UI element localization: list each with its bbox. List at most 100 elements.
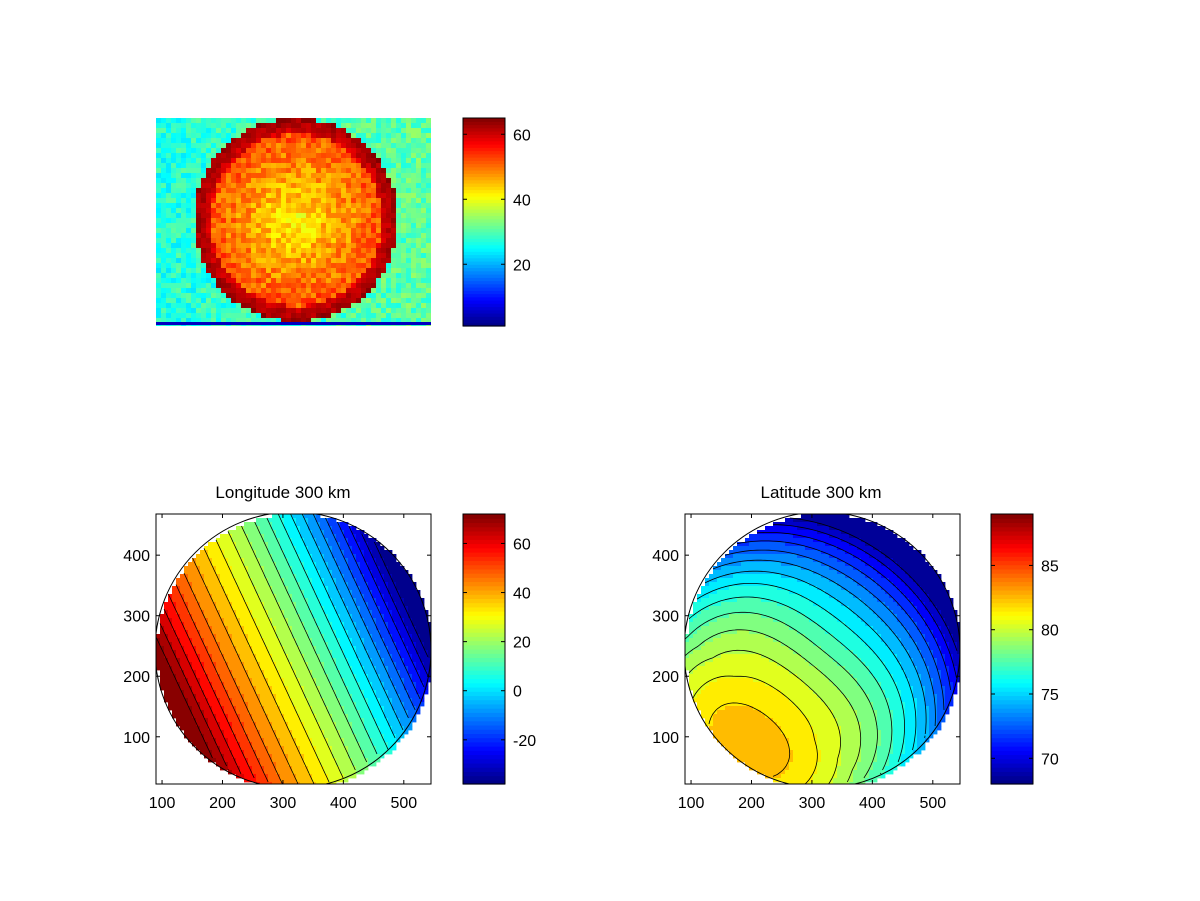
image-pixel (251, 258, 257, 264)
contour-fill-cell (376, 582, 381, 587)
contour-fill-cell (192, 626, 197, 631)
contour-fill-cell (196, 666, 201, 671)
contour-fill-cell (200, 554, 205, 559)
image-pixel (376, 318, 382, 324)
image-pixel (401, 153, 407, 159)
contour-fill-cell (232, 658, 237, 663)
image-pixel (241, 158, 247, 164)
image-pixel (331, 198, 337, 204)
image-pixel (216, 278, 222, 284)
image-pixel (251, 303, 257, 309)
contour-fill-cell (300, 554, 305, 559)
image-pixel (186, 208, 192, 214)
contour-fill-cell (196, 658, 201, 663)
contour-fill-cell (212, 618, 217, 623)
image-pixel (391, 228, 397, 234)
image-pixel (211, 173, 217, 179)
contour-fill-cell (276, 582, 281, 587)
image-pixel (191, 283, 197, 289)
image-pixel (161, 178, 167, 184)
contour-fill-cell (328, 518, 333, 523)
image-pixel (391, 198, 397, 204)
image-pixel (326, 283, 332, 289)
contour-fill-cell (348, 618, 353, 623)
image-pixel (361, 173, 367, 179)
contour-fill-cell (316, 574, 321, 579)
image-pixel (391, 243, 397, 249)
image-pixel (366, 293, 372, 299)
image-pixel (311, 143, 317, 149)
contour-fill-cell (196, 578, 201, 583)
image-pixel (236, 308, 242, 314)
contour-fill-cell (196, 574, 201, 579)
image-pixel (221, 243, 227, 249)
contour-fill-cell (356, 578, 361, 583)
contour-fill-cell (320, 522, 325, 527)
contour-fill-cell (344, 662, 349, 667)
contour-fill-cell (228, 630, 233, 635)
image-pixel (251, 248, 257, 254)
contour-fill-cell (272, 530, 277, 535)
contour-fill-cell (408, 634, 413, 639)
contour-fill-cell (256, 586, 261, 591)
image-pixel (161, 213, 167, 219)
image-pixel (356, 238, 362, 244)
image-pixel (176, 313, 182, 319)
image-pixel (166, 233, 172, 239)
image-pixel (176, 138, 182, 144)
image-pixel (236, 268, 242, 274)
image-pixel (396, 198, 402, 204)
image-pixel (371, 233, 377, 239)
contour-fill-cell (168, 662, 173, 667)
image-pixel (296, 273, 302, 279)
image-pixel (331, 273, 337, 279)
image-pixel (251, 223, 257, 229)
contour-fill-cell (296, 518, 301, 523)
contour-fill-cell (264, 686, 269, 691)
image-pixel (221, 133, 227, 139)
image-pixel (426, 143, 431, 149)
contour-fill-cell (216, 586, 221, 591)
image-pixel (206, 293, 212, 299)
contour-fill-cell (184, 662, 189, 667)
image-pixel (346, 118, 352, 124)
contour-fill-cell (284, 610, 289, 615)
contour-fill-cell (320, 630, 325, 635)
contour-fill-cell (396, 606, 401, 611)
contour-fill-cell (392, 586, 397, 591)
image-pixel (246, 128, 252, 134)
image-pixel (421, 278, 427, 284)
contour-fill-cell (344, 546, 349, 551)
image-pixel (256, 128, 262, 134)
contour-fill-cell (316, 622, 321, 627)
image-pixel (326, 313, 332, 319)
image-pixel (361, 298, 367, 304)
contour-fill-cell (380, 610, 385, 615)
contour-fill-cell (348, 554, 353, 559)
contour-fill-cell (232, 598, 237, 603)
contour-fill-cell (384, 602, 389, 607)
contour-fill-cell (348, 570, 353, 575)
contour-fill-cell (228, 650, 233, 655)
contour-fill-cell (244, 638, 249, 643)
contour-fill-cell (308, 622, 313, 627)
contour-fill-cell (224, 610, 229, 615)
contour-fill-cell (316, 602, 321, 607)
contour-fill-cell (420, 686, 425, 691)
image-pixel (176, 193, 182, 199)
image-pixel (416, 128, 422, 134)
image-pixel (286, 258, 292, 264)
image-pixel (196, 223, 202, 229)
contour-fill-cell (308, 578, 313, 583)
image-pixel (346, 228, 352, 234)
contour-fill-cell (288, 638, 293, 643)
contour-fill-cell (268, 674, 273, 679)
contour-fill-cell (312, 654, 317, 659)
contour-fill-cell (328, 558, 333, 563)
contour-fill-cell (168, 682, 173, 687)
contour-fill-cell (316, 674, 321, 679)
contour-fill-cell (196, 682, 201, 687)
contour-fill-cell (392, 578, 397, 583)
image-pixel (306, 198, 312, 204)
contour-fill-cell (300, 638, 305, 643)
